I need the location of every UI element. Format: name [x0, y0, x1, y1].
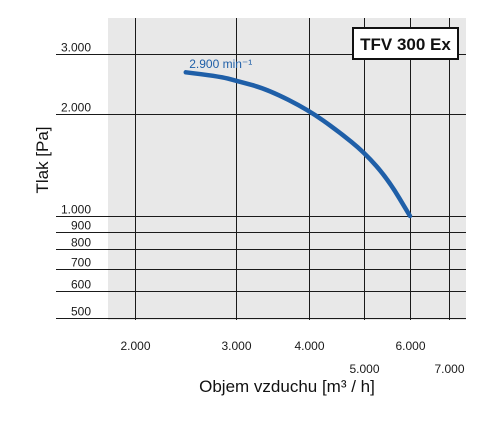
- x-tick-label: 6.000: [395, 339, 425, 353]
- y-tick-label: 700: [71, 256, 91, 270]
- x-tick-labels: 2.000 3.000 4.000 5.000 6.000 7.000: [120, 339, 464, 376]
- y-tick-label: 1.000: [61, 203, 91, 217]
- series-point: [184, 71, 187, 74]
- series-point: [408, 214, 412, 218]
- grid: [56, 18, 466, 320]
- x-axis-title: Objem vzduchu [m³ / h]: [199, 377, 375, 396]
- y-tick-label: 600: [71, 278, 91, 292]
- chart-title-badge: TFV 300 Ex: [352, 27, 459, 60]
- series-point: [307, 108, 310, 112]
- x-tick-label: 7.000: [434, 362, 464, 376]
- series-line: [183, 70, 413, 219]
- x-tick-label: 5.000: [349, 362, 379, 376]
- x-tick-label: 3.000: [221, 339, 251, 353]
- series-point: [235, 79, 238, 83]
- y-axis-title: Tlak [Pa]: [33, 126, 52, 193]
- series-point: [266, 88, 269, 91]
- series-point: [363, 151, 366, 154]
- x-tick-label: 4.000: [294, 339, 324, 353]
- y-tick-label: 500: [71, 305, 91, 319]
- y-tick-label: 3.000: [61, 41, 91, 55]
- y-tick-label: 2.000: [61, 101, 91, 115]
- chart-title: TFV 300 Ex: [360, 35, 451, 54]
- y-tick-labels: 3.000 2.000 1.000 900 800 700 600 500: [61, 41, 91, 319]
- series-layer: 2.900 min⁻¹: [183, 57, 413, 219]
- x-tick-label: 2.000: [120, 339, 150, 353]
- series-point: [218, 75, 221, 78]
- y-tick-label: 800: [71, 236, 91, 250]
- plot-background: [108, 18, 466, 320]
- series-point: [387, 178, 390, 181]
- y-tick-label: 900: [71, 219, 91, 233]
- chart-title-box: [352, 27, 459, 60]
- series-point: [336, 129, 340, 133]
- series-label: 2.900 min⁻¹: [189, 57, 252, 71]
